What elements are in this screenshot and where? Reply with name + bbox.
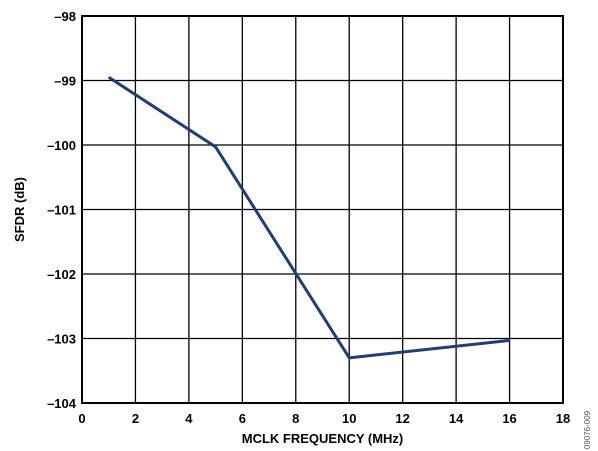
grid bbox=[81, 15, 564, 404]
y-tick-label: –99 bbox=[54, 74, 76, 89]
x-tick-label: 14 bbox=[449, 411, 464, 426]
y-axis-label: SFDR (dB) bbox=[12, 177, 27, 242]
x-tick-label: 18 bbox=[556, 411, 570, 426]
x-tick-label: 0 bbox=[78, 411, 85, 426]
y-tick-label: –98 bbox=[54, 9, 76, 24]
figure-id: 09076-009 bbox=[583, 410, 592, 449]
x-tick-label: 6 bbox=[239, 411, 246, 426]
y-tick-label: –104 bbox=[47, 396, 77, 411]
x-tick-label: 4 bbox=[185, 411, 193, 426]
series-layer bbox=[107, 76, 510, 360]
series-line bbox=[107, 76, 510, 360]
x-axis-label: MCLK FREQUENCY (MHz) bbox=[242, 431, 404, 446]
y-tick-label: –103 bbox=[47, 332, 76, 347]
plot-frame bbox=[81, 15, 564, 404]
x-tick-label: 8 bbox=[292, 411, 299, 426]
y-tick-label: –100 bbox=[47, 138, 76, 153]
x-tick-label: 10 bbox=[342, 411, 356, 426]
x-tick-label: 16 bbox=[502, 411, 516, 426]
x-tick-labels: 0 2 4 6 8 10 12 14 16 18 bbox=[78, 411, 570, 426]
y-tick-label: –101 bbox=[47, 203, 76, 218]
y-tick-label: –102 bbox=[47, 267, 76, 282]
y-tick-labels: –98 –99 –100 –101 –102 –103 –104 bbox=[47, 9, 77, 411]
x-tick-label: 12 bbox=[395, 411, 409, 426]
x-tick-label: 2 bbox=[132, 411, 139, 426]
